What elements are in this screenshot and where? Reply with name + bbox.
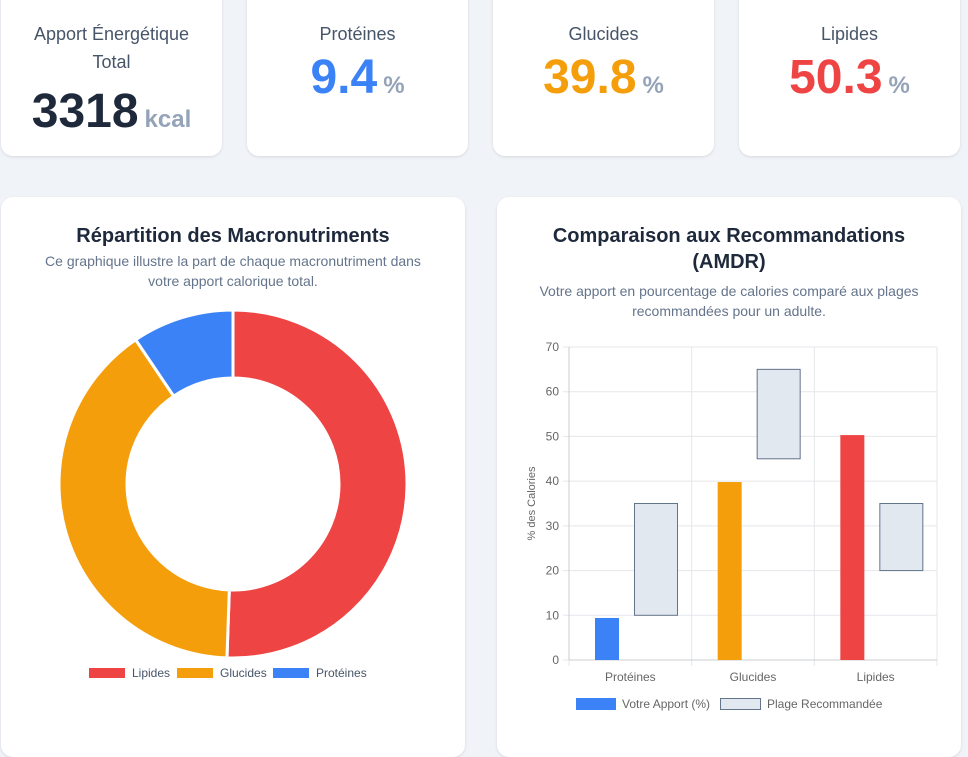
stat-label-energy: Apport Énergétique Total	[33, 24, 190, 72]
y-tick-label: 60	[546, 385, 560, 399]
stat-card-carbs: Glucides 39.8%	[493, 0, 714, 156]
donut-chart-subtitle: Ce graphique illustre la part de chaque …	[45, 253, 421, 289]
legend-label-plage: Plage Recommandée	[767, 697, 883, 711]
y-tick-label: 40	[546, 474, 560, 488]
x-tick-label-lipides: Lipides	[857, 670, 895, 684]
y-tick-label: 20	[546, 564, 560, 578]
bar-apport-lipides	[840, 435, 865, 660]
bar-apport-proteines	[595, 617, 619, 660]
x-tick-label-proteines: Protéines	[605, 670, 656, 684]
donut-chart: Lipides Glucides Protéines	[57, 308, 409, 680]
stat-card-energy: Apport Énergétique Total 3318 kcal	[1, 0, 222, 156]
stat-card-proteins: Protéines 9.4%	[247, 0, 468, 156]
x-tick-label-glucides: Glucides	[730, 670, 777, 684]
bar-chart-title: Comparaison aux Recommandations (AMDR)	[552, 225, 906, 273]
legend-swatch-proteines	[273, 668, 309, 678]
legend-label-apport: Votre Apport (%)	[622, 697, 710, 711]
legend-label-proteines: Protéines	[316, 666, 367, 680]
stat-unit-carbs: %	[642, 72, 664, 99]
legend-swatch-glucides	[177, 668, 213, 678]
stat-label-carbs: Glucides	[568, 24, 639, 44]
donut-chart-title: Répartition des Macronutriments	[76, 225, 390, 247]
stat-value-fats: 50.3	[789, 51, 883, 104]
bar-range-lipides	[879, 503, 924, 572]
bar-range-proteines	[634, 503, 678, 616]
stat-card-fats: Lipides 50.3%	[739, 0, 960, 156]
stat-unit-proteins: %	[383, 72, 405, 99]
stat-value-energy: 3318	[31, 85, 139, 138]
y-tick-label: 0	[552, 653, 559, 667]
bar-apport-glucides	[717, 482, 742, 660]
legend-swatch-lipides	[89, 668, 125, 678]
donut-slice-lipides	[225, 308, 409, 660]
legend-label-lipides: Lipides	[132, 666, 170, 680]
stat-value-carbs: 39.8	[543, 51, 637, 104]
y-tick-label: 70	[546, 340, 560, 354]
stat-value-proteins: 9.4	[310, 51, 378, 104]
stat-label-fats: Lipides	[820, 24, 879, 44]
bar-chart: 0 10 20 30 40 50 60 70 % des Calories Protéines Gl…	[526, 340, 938, 711]
bar-range-glucides	[756, 368, 801, 460]
y-tick-label: 30	[546, 519, 560, 533]
bar-chart-subtitle: Votre apport en pourcentage de calories …	[539, 283, 919, 319]
donut-slice-glucides	[57, 337, 231, 660]
legend-swatch-apport	[576, 698, 616, 710]
donut-chart-card: Répartition des Macronutriments Ce graph…	[1, 197, 465, 757]
y-tick-label: 50	[546, 429, 560, 443]
donut-slice-proteines	[133, 308, 235, 399]
stat-unit-fats: %	[888, 72, 910, 99]
stat-label-proteins: Protéines	[319, 24, 396, 44]
bar-chart-card: Comparaison aux Recommandations (AMDR) V…	[497, 197, 961, 757]
y-axis-title: % des Calories	[526, 466, 538, 540]
y-tick-label: 10	[546, 608, 560, 622]
legend-label-glucides: Glucides	[220, 666, 267, 680]
legend-swatch-plage	[720, 698, 761, 710]
stat-unit-energy: kcal	[144, 106, 192, 133]
